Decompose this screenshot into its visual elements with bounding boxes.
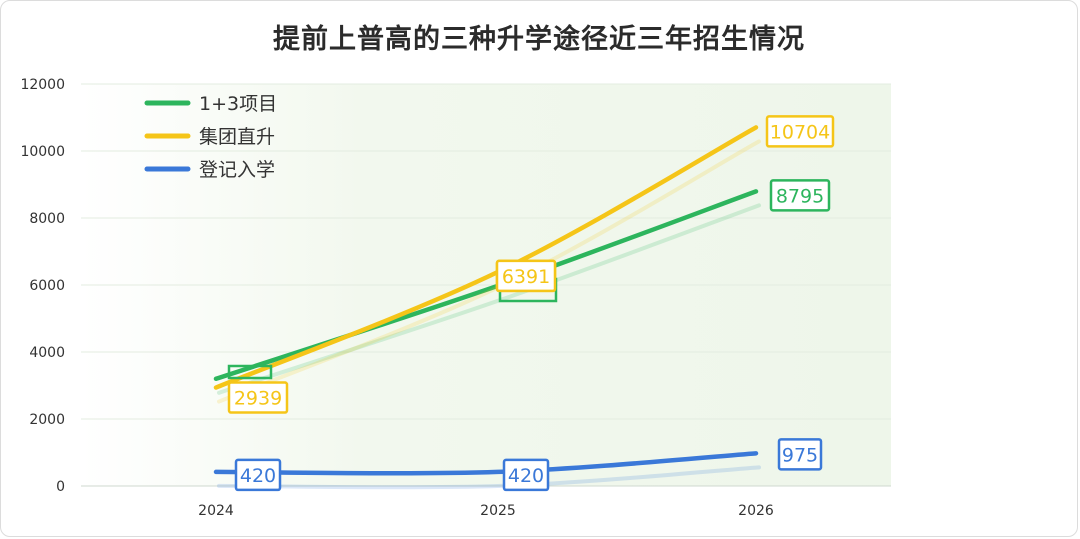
label-layer: 879529396391107044204209756391: [227, 115, 835, 492]
data-label-text: 8795: [776, 185, 824, 207]
data-label-text: 6391: [502, 266, 550, 288]
data-label-box: [777, 438, 823, 471]
legend-item: 集团直升: [144, 126, 275, 148]
data-label-box: [769, 179, 831, 212]
data-label: 10704: [765, 115, 835, 148]
series-shadow: [217, 465, 761, 490]
line-layer: [213, 125, 761, 490]
series-line: [213, 451, 759, 476]
legend-label: 集团直升: [199, 126, 275, 148]
data-label-text: 420: [240, 465, 276, 487]
legend-item: 登记入学: [144, 159, 275, 181]
legend-label: 登记入学: [199, 159, 275, 181]
data-label: 6391: [495, 259, 557, 293]
data-label-box: [495, 259, 557, 293]
grid-layer: [81, 83, 891, 487]
chart-title: 提前上普高的三种升学途径近三年招生情况: [273, 24, 805, 55]
legend-item: 1+3项目: [144, 93, 277, 115]
x-tick-label: 2024: [198, 503, 234, 519]
tick-layer: 0 2000 4000 6000 8000 10000 12000 2024 2025 2026: [20, 77, 773, 519]
data-label-box: [227, 381, 289, 414]
data-label-box: [765, 115, 835, 148]
data-label: 420: [234, 458, 282, 492]
x-tick-label: 2026: [738, 503, 774, 519]
data-label-box: [234, 458, 282, 492]
data-label-box: [502, 458, 550, 492]
y-tick-label: 6000: [29, 278, 65, 294]
data-label-text: 10704: [770, 121, 830, 143]
y-tick-label: 4000: [29, 345, 65, 361]
legend-label: 1+3项目: [199, 93, 277, 115]
data-label: 2939: [227, 381, 289, 414]
hidden-label-box: [227, 364, 273, 380]
y-tick-label: 12000: [20, 77, 65, 93]
y-tick-label: 2000: [29, 412, 65, 428]
x-tick-label: 2025: [480, 503, 516, 519]
data-label-text: 2939: [234, 388, 282, 410]
y-tick-label: 8000: [29, 211, 65, 227]
y-tick-label: 0: [56, 479, 65, 495]
data-label-text: 975: [782, 444, 818, 466]
data-label: 8795: [769, 179, 831, 212]
data-label: 975: [777, 438, 823, 471]
data-label-text: 420: [508, 465, 544, 487]
y-tick-label: 10000: [20, 144, 65, 160]
data-label: 420: [502, 458, 550, 492]
